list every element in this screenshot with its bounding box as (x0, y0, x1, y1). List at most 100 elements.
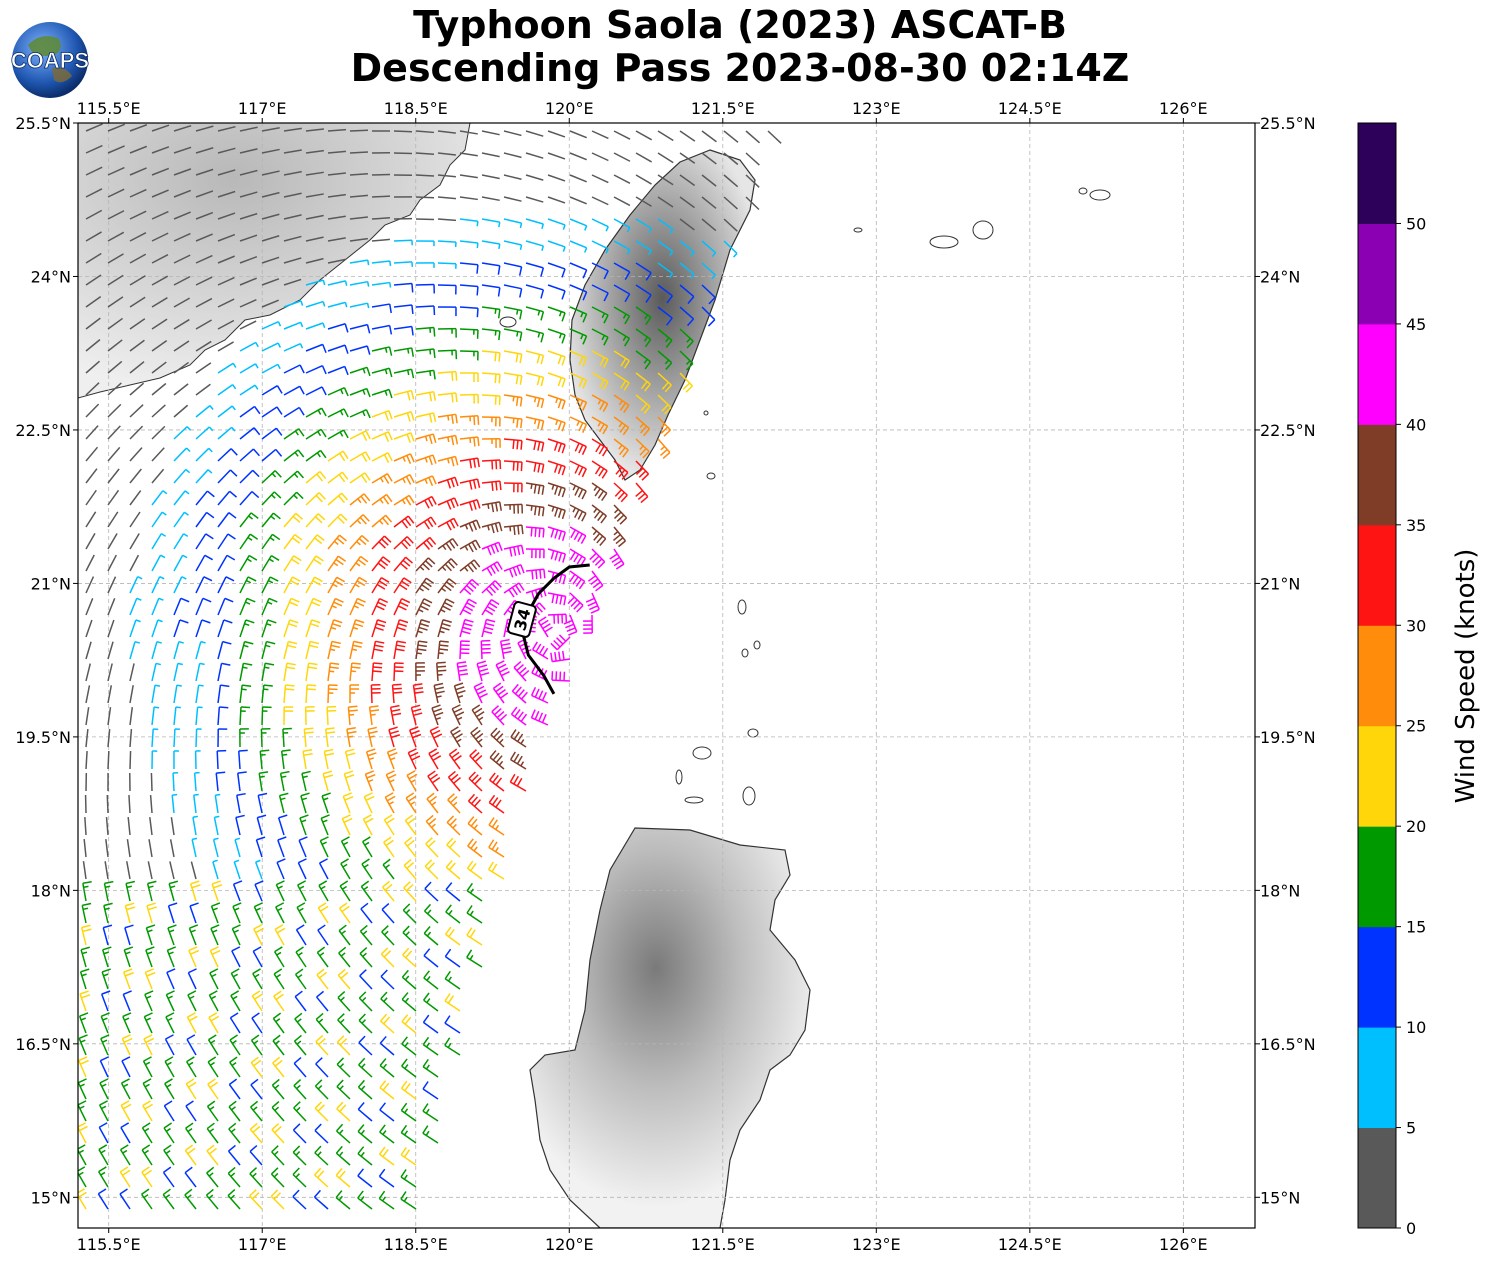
wind-barb (635, 262, 652, 281)
wind-barb (503, 482, 523, 493)
wind-barb (679, 262, 695, 279)
wind-barb (292, 1189, 307, 1210)
wind-barb (386, 748, 398, 770)
wind-barb (591, 262, 609, 280)
colorbar-frame (1357, 122, 1397, 1229)
wind-barb (173, 168, 192, 176)
wind-barb (129, 425, 144, 440)
wind-barb (283, 192, 302, 198)
wind-barb (195, 125, 214, 132)
wind-barb (217, 298, 235, 308)
colorbar-segment (1358, 123, 1396, 224)
colorbar-tick-label: 50 (1406, 214, 1426, 233)
wind-barb (371, 514, 393, 528)
wind-barb (459, 350, 479, 361)
wind-barb (701, 306, 716, 327)
wind-barb (509, 773, 527, 792)
wind-barb (314, 1167, 329, 1188)
wind-barb (217, 384, 237, 396)
wind-barb (250, 1034, 263, 1056)
wind-barb (613, 482, 628, 503)
wind-barb (393, 282, 414, 293)
wind-barb (509, 751, 527, 770)
wind-barb (476, 660, 490, 682)
wind-barb (191, 837, 198, 858)
wind-barb (459, 174, 478, 179)
wind-barb (613, 130, 631, 140)
wind-barb (85, 511, 97, 528)
wind-barb (217, 212, 236, 220)
wind-barb (423, 948, 439, 968)
wind-barb (525, 568, 546, 580)
wind-barb (567, 592, 584, 613)
wind-barb (321, 792, 331, 814)
wind-barb (163, 1100, 175, 1122)
wind-barb (119, 1144, 131, 1166)
wind-barb (368, 705, 380, 726)
wind-barb (272, 1034, 285, 1056)
wind-barb (129, 404, 144, 418)
wind-barb (371, 556, 391, 572)
wind-barb (371, 452, 393, 463)
wind-barb (100, 990, 111, 1012)
wind-barb (251, 1012, 263, 1034)
lon-tick-label-top: 121.5°E (691, 99, 755, 118)
wind-barb (613, 328, 631, 347)
wind-barb (723, 196, 738, 210)
wind-barb (107, 663, 113, 682)
wind-barb (239, 384, 259, 396)
wind-barb (120, 1122, 131, 1144)
wind-barb (277, 836, 287, 858)
wind-barb (423, 903, 439, 924)
wind-barb (318, 858, 329, 880)
wind-barb (314, 1101, 329, 1122)
wind-barb (393, 304, 414, 315)
wind-barb (305, 597, 322, 616)
wind-barb (613, 174, 631, 184)
wind-barb (657, 372, 672, 393)
wind-barb (85, 750, 88, 770)
wind-barb (415, 516, 437, 530)
wind-barb (422, 1014, 439, 1034)
wind-barb (469, 749, 483, 770)
wind-barb (195, 533, 214, 550)
wind-barb (217, 276, 235, 286)
wind-barb (292, 1123, 307, 1144)
wind-barb (188, 924, 199, 946)
wind-barb (569, 394, 588, 411)
wind-barb (129, 210, 147, 220)
wind-barb (283, 619, 299, 638)
wind-barb (271, 1145, 285, 1166)
wind-barb (283, 533, 303, 550)
island (753, 640, 761, 650)
wind-barb (271, 1123, 285, 1144)
wind-barb (327, 280, 348, 286)
wind-barb (342, 792, 354, 814)
wind-barb (393, 662, 404, 682)
wind-barb (317, 902, 329, 924)
wind-barb (591, 372, 609, 390)
wind-barb (261, 427, 283, 440)
wind-barb (261, 256, 280, 264)
wind-barb (239, 298, 257, 308)
wind-barb (415, 412, 437, 423)
wind-barb (635, 152, 652, 163)
wind-barb (701, 152, 717, 165)
wind-barb (272, 1056, 285, 1078)
wind-barb (283, 235, 302, 242)
wind-barb (437, 218, 457, 222)
island (706, 472, 716, 480)
wind-barb (547, 350, 566, 366)
wind-barb (415, 495, 437, 509)
wind-barb (400, 1169, 417, 1188)
wind-barb (107, 685, 113, 704)
wind-barb (424, 881, 439, 902)
wind-barb (349, 323, 371, 334)
wind-barb (679, 130, 696, 142)
wind-barb (327, 365, 349, 376)
wind-barb (129, 619, 141, 638)
wind-barb (121, 1034, 133, 1056)
wind-barb (437, 413, 458, 424)
wind-barb (446, 837, 461, 858)
